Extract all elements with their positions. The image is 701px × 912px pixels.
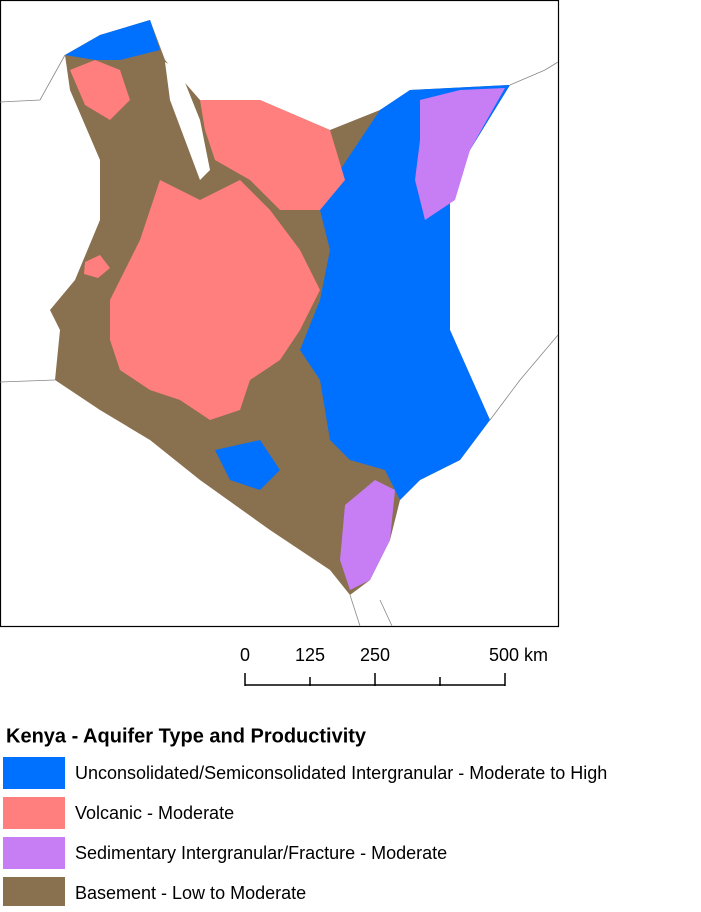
sedimentary-region bbox=[340, 480, 395, 590]
unconsolidated-region bbox=[215, 440, 280, 490]
unconsolidated-region bbox=[65, 20, 160, 60]
volcanic-region bbox=[70, 60, 130, 120]
scale-label: 500 km bbox=[489, 645, 548, 665]
legend-title: Kenya - Aquifer Type and Productivity bbox=[6, 725, 367, 747]
neighbor-borders bbox=[0, 54, 559, 627]
scale-label: 125 bbox=[295, 645, 325, 665]
scale-label: 250 bbox=[360, 645, 390, 665]
legend-label: Volcanic - Moderate bbox=[75, 803, 234, 823]
border-line bbox=[489, 334, 559, 421]
border-line bbox=[509, 61, 559, 86]
border-line bbox=[0, 379, 56, 383]
legend: Kenya - Aquifer Type and Productivity Un… bbox=[3, 725, 607, 906]
scale-labels: 0 125 250 500 km bbox=[240, 645, 548, 665]
legend-swatch bbox=[3, 877, 65, 906]
legend-swatch bbox=[3, 757, 65, 789]
scale-label: 0 bbox=[240, 645, 250, 665]
border-line bbox=[349, 594, 393, 627]
legend-label: Basement - Low to Moderate bbox=[75, 883, 306, 903]
legend-swatch bbox=[3, 797, 65, 829]
legend-label: Unconsolidated/Semiconsolidated Intergra… bbox=[75, 763, 607, 783]
legend-swatch bbox=[3, 837, 65, 869]
unconsolidated-region bbox=[300, 85, 510, 500]
border-line bbox=[0, 54, 66, 103]
volcanic-region bbox=[200, 100, 345, 210]
volcanic-region bbox=[84, 255, 110, 278]
sedimentary-region bbox=[415, 88, 505, 220]
map-frame bbox=[0, 0, 560, 628]
legend-label: Sedimentary Intergranular/Fracture - Mod… bbox=[75, 843, 447, 863]
scale-bar bbox=[244, 673, 506, 686]
lake bbox=[165, 62, 210, 180]
volcanic-region bbox=[110, 180, 320, 420]
